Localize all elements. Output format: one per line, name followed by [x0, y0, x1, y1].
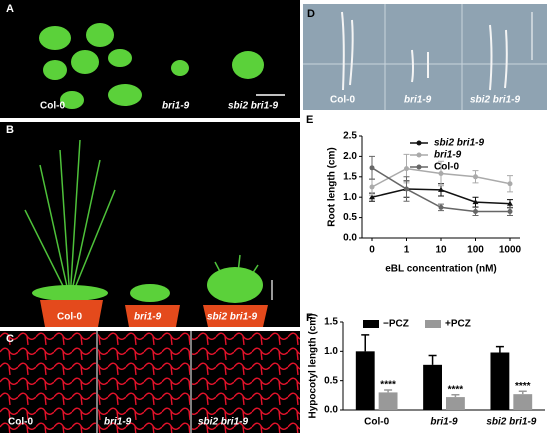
legend-label: sbi2 bri1-9: [434, 138, 484, 149]
y-axis-title: Hypocotyl length (cm): [308, 313, 319, 418]
panel-letter: E: [306, 114, 313, 126]
error-bar: [428, 354, 437, 365]
bar: [490, 352, 510, 410]
y-axis-title: Root length (cm): [327, 147, 338, 226]
legend-swatch: [363, 320, 379, 328]
x-tick-label: 1000: [499, 245, 522, 256]
photo-label: sbi2 bri1-9: [207, 312, 257, 323]
panel-d: D Col-0 bri1-9 sbi2 bri1-9: [303, 4, 547, 110]
x-tick-label: sbi2 bri1-9: [486, 417, 536, 428]
point: [369, 194, 375, 200]
y-tick-label: 1.5: [343, 171, 357, 182]
x-tick-label: 1: [404, 245, 410, 256]
photo-label: bri1-9: [134, 312, 162, 323]
y-tick-label: 2.5: [343, 131, 357, 142]
photo-label: bri1-9: [404, 95, 432, 106]
legend-label: bri1-9: [434, 150, 462, 161]
point: [369, 165, 375, 171]
point: [507, 181, 513, 187]
photo-label: sbi2 bri1-9: [228, 101, 278, 112]
photo-label: bri1-9: [162, 101, 190, 112]
x-tick-label: Col-0: [364, 417, 389, 428]
bar: [446, 397, 465, 410]
error-bar: [495, 345, 504, 353]
y-tick-label: 2.0: [343, 151, 357, 162]
bar: [513, 394, 533, 410]
cells: [98, 331, 190, 433]
error-bar: [361, 334, 370, 352]
y-tick-label: 0.5: [343, 212, 357, 223]
bar: [378, 392, 398, 410]
point: [438, 171, 444, 177]
seedlings-d: [341, 11, 508, 91]
panel-c: C Col-0 bri1-9 sbi2 bri1-9: [0, 331, 300, 433]
pots-b: [40, 300, 268, 327]
x-tick-label: 0: [369, 245, 375, 256]
error-bar: [384, 389, 393, 393]
photo-label: Col-0: [57, 312, 82, 323]
error-bar: [451, 393, 460, 398]
bar: [355, 351, 375, 410]
x-axis-title: eBL concentration (nM): [385, 264, 496, 275]
point: [404, 166, 409, 172]
annotation: ****: [380, 380, 396, 391]
photo-label: sbi2 bri1-9: [198, 417, 248, 428]
photo-label: Col-0: [40, 101, 65, 112]
plants-a: [39, 23, 264, 109]
point: [473, 174, 478, 180]
legend-marker: [416, 164, 422, 170]
legend-marker: [416, 152, 422, 158]
y-tick-label: 1.0: [324, 346, 338, 357]
y-tick-label: 1.0: [343, 192, 357, 203]
error-bar: [518, 390, 527, 395]
y-tick-label: 0.0: [343, 233, 357, 244]
cells: [0, 331, 96, 433]
annotation: ****: [515, 381, 531, 392]
panel-letter: B: [6, 124, 14, 136]
leaves-b: [32, 267, 263, 303]
photo-label: sbi2 bri1-9: [470, 95, 520, 106]
panel-b: B Col-0 bri1-9 sbi2 bri1-9: [0, 122, 300, 327]
legend-marker: [416, 140, 422, 146]
annotation: ****: [448, 384, 464, 395]
legend-label: −PCZ: [383, 319, 409, 330]
photo-label: bri1-9: [104, 417, 132, 428]
photo-label: Col-0: [330, 95, 355, 106]
point: [438, 204, 444, 210]
x-tick-label: bri1-9: [430, 417, 458, 428]
x-tick-label: 100: [467, 245, 484, 256]
bar: [423, 364, 442, 410]
y-tick-label: 0.5: [324, 375, 338, 386]
cells: [192, 331, 300, 433]
point: [369, 184, 375, 190]
panel-letter: F: [306, 312, 313, 324]
panel-letter: A: [6, 3, 14, 15]
point: [507, 208, 513, 214]
x-tick-label: 10: [435, 245, 447, 256]
panel-a: A Col-0 bri1-9 sbi2 bri1-9: [0, 0, 300, 118]
point: [438, 186, 444, 192]
point: [473, 208, 478, 214]
y-tick-label: 1.5: [324, 317, 338, 328]
legend-label: +PCZ: [445, 319, 471, 330]
legend-label: Col-0: [434, 162, 459, 173]
photo-label: Col-0: [8, 417, 33, 428]
point: [507, 200, 513, 206]
point: [404, 186, 409, 192]
y-tick-label: 0.0: [324, 405, 338, 416]
point: [472, 199, 479, 205]
legend-swatch: [425, 320, 441, 328]
panel-letter: D: [307, 8, 315, 20]
panel-letter: C: [6, 333, 14, 345]
